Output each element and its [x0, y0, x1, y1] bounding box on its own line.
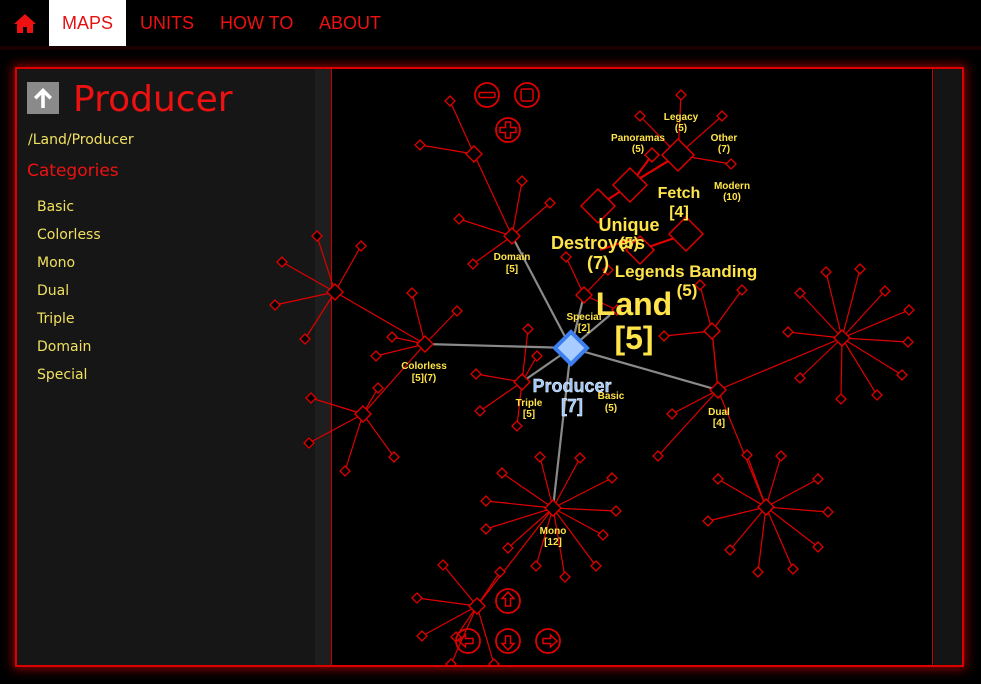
- up-button[interactable]: [27, 82, 59, 114]
- pan-up-icon[interactable]: [495, 588, 521, 614]
- category-mono[interactable]: Mono: [37, 255, 76, 271]
- map-canvas[interactable]: [331, 69, 933, 665]
- category-basic[interactable]: Basic: [37, 199, 75, 215]
- category-special[interactable]: Special: [37, 367, 88, 383]
- zoom-in-icon[interactable]: [495, 117, 521, 143]
- category-domain[interactable]: Domain: [37, 339, 92, 355]
- categories-heading: Categories: [27, 161, 119, 181]
- pan-down-icon[interactable]: [495, 628, 521, 654]
- pan-right-icon[interactable]: [535, 628, 561, 654]
- tab-how-to[interactable]: HOW TO: [220, 13, 294, 33]
- arrow-up-icon: [34, 88, 52, 108]
- zoom-out-icon[interactable]: [474, 82, 500, 108]
- tab-units[interactable]: UNITS: [140, 13, 194, 33]
- page-title: Producer: [73, 79, 233, 120]
- tab-about[interactable]: ABOUT: [319, 13, 382, 33]
- tab-maps[interactable]: MAPS: [49, 0, 126, 46]
- category-triple[interactable]: Triple: [37, 311, 75, 327]
- category-dual[interactable]: Dual: [37, 283, 70, 299]
- home-icon: [13, 14, 36, 33]
- home-button[interactable]: [0, 0, 49, 46]
- categories-list: Basic Colorless Mono Dual Triple Domain …: [37, 199, 101, 395]
- nav-divider: [0, 46, 981, 50]
- pan-left-icon[interactable]: [455, 628, 481, 654]
- category-colorless[interactable]: Colorless: [37, 227, 101, 243]
- breadcrumb[interactable]: /Land/Producer: [28, 132, 134, 148]
- sidebar-scrollbar[interactable]: [315, 69, 331, 665]
- top-nav: MAPS UNITS HOW TO ABOUT: [0, 0, 981, 50]
- map-scrollbar[interactable]: [934, 69, 962, 665]
- sidebar: [17, 69, 315, 665]
- zoom-reset-icon[interactable]: [514, 82, 540, 108]
